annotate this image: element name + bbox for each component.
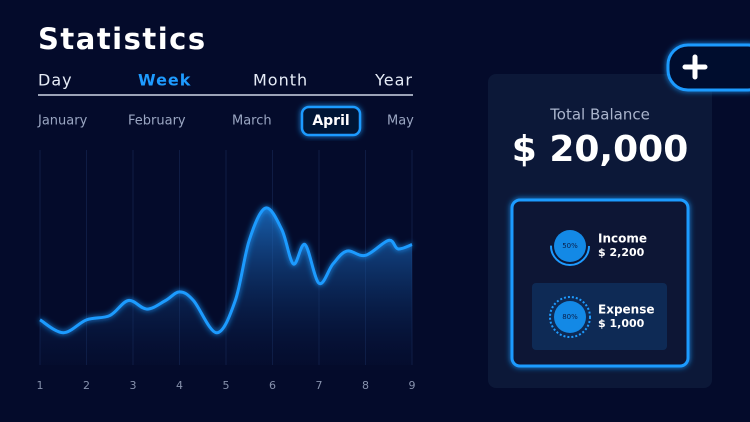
income-percent: 50% (562, 242, 578, 250)
tab[interactable]: Day (38, 71, 73, 90)
month[interactable]: May (387, 114, 414, 129)
x-tick-label: 1 (37, 379, 44, 392)
x-tick-label: 4 (176, 379, 183, 392)
title: Statistics (38, 22, 207, 56)
add-icon[interactable] (682, 54, 708, 80)
month[interactable]: February (128, 114, 186, 129)
expense-label: Expense (598, 303, 655, 317)
balance-label: Total Balance (549, 106, 650, 124)
tab-active[interactable]: Week (138, 71, 191, 90)
month[interactable]: March (232, 114, 272, 129)
month-selected-box[interactable] (300, 105, 362, 137)
balance-amount: $ 20,000 (512, 129, 689, 170)
x-tick-label: 7 (316, 379, 323, 392)
chart: 1 2 3 4 5 6 7 8 9 (37, 150, 416, 392)
area (40, 207, 412, 365)
expense-ring-arc (549, 296, 591, 338)
income-ring-arc (550, 226, 590, 266)
income-ring (554, 230, 586, 262)
expense-ring (554, 301, 586, 333)
x-tick-label: 6 (269, 379, 276, 392)
expense-amount: $ 1,000 (598, 317, 645, 330)
x-tick-label: 2 (83, 379, 90, 392)
add-button[interactable] (666, 43, 750, 92)
expense-box (532, 283, 667, 350)
x-tick-label: 8 (362, 379, 369, 392)
line (39, 206, 413, 335)
expense-percent: 80% (562, 313, 578, 321)
month[interactable]: January (37, 114, 88, 129)
tab[interactable]: Year (374, 71, 413, 90)
x-tick-label: 5 (223, 379, 230, 392)
income-label: Income (598, 232, 647, 246)
x-tick-label: 9 (409, 379, 416, 392)
income-amount: $ 2,200 (598, 246, 645, 259)
x-tick-label: 3 (130, 379, 137, 392)
tab[interactable]: Month (253, 71, 308, 90)
month-active[interactable]: April (312, 113, 349, 129)
